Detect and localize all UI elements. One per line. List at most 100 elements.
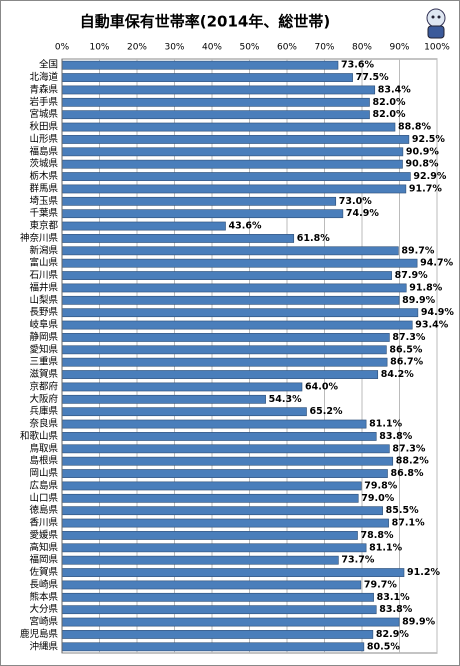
value-label: 87.3% [392,443,425,454]
x-tick-label: 60% [277,43,297,53]
y-tick-label: 茨城県 [29,158,58,170]
bar [61,370,379,379]
value-label: 93.4% [415,320,448,331]
value-label: 61.8% [297,233,330,244]
y-tick-label: 和歌山県 [20,430,59,442]
value-label: 92.9% [413,171,446,182]
y-tick-label: 香川県 [29,518,58,529]
y-tick-label: 宮城県 [29,108,58,120]
bar [61,481,362,491]
y-tick-label: 佐賀県 [29,566,58,578]
y-tick-label: 大阪府 [29,393,58,405]
bar [61,580,362,590]
y-tick-label: 島根県 [29,455,58,467]
value-label: 87.3% [392,332,425,343]
y-tick-label: 高知県 [29,541,58,553]
value-label: 82.9% [376,629,409,640]
value-label: 77.5% [356,72,389,83]
bar [61,172,411,181]
value-label: 92.5% [412,134,445,145]
y-tick-label: 群馬県 [29,182,58,194]
value-label: 91.7% [409,183,442,194]
bar [61,135,410,144]
bar [61,159,403,169]
x-tick-label: 70% [314,43,334,53]
value-label: 73.6% [341,60,374,71]
bar [61,122,396,132]
y-tick-label: 岡山県 [29,468,58,479]
value-label: 88.8% [398,122,431,133]
bar [61,320,413,330]
bar [61,246,399,256]
y-tick-label: 山形県 [29,133,58,145]
x-tick-label: 50% [239,43,259,53]
y-tick-label: 奈良県 [29,418,58,430]
value-label: 87.9% [395,270,428,281]
bar [61,357,388,367]
value-label: 78.8% [361,530,394,541]
bar [61,493,359,503]
bar [61,85,376,95]
y-tick-label: 岐阜県 [29,319,58,331]
y-tick-label: 福岡県 [29,554,58,566]
bar [61,419,367,429]
value-label: 83.4% [378,84,411,95]
y-tick-label: 神奈川県 [20,232,59,244]
y-tick-label: 愛媛県 [29,529,58,541]
bar [61,630,374,639]
bar [61,97,370,107]
bar [61,592,374,602]
x-tick-label: 30% [164,43,184,53]
value-label: 81.1% [369,419,402,430]
y-tick-label: 岩手県 [29,96,58,108]
y-tick-label: 大分県 [29,603,58,615]
y-tick-label: 熊本県 [29,591,58,603]
y-tick-label: 宮崎県 [29,616,58,628]
y-tick-label: 新潟県 [29,244,58,256]
value-label: 88.2% [396,456,429,467]
y-tick-label: 愛知県 [29,343,58,355]
y-tick-label: 福井県 [29,281,58,293]
chart-title: 自動車保有世帯率(2014年、総世帯) [80,13,330,31]
bar [61,147,404,157]
value-label: 91.2% [407,567,440,578]
bar [61,345,387,355]
y-tick-label: 鳥取県 [29,442,58,454]
bar [61,617,400,627]
bar [61,444,390,454]
value-label: 83.1% [377,592,410,603]
bar [61,568,405,577]
value-label: 81.1% [369,542,402,553]
value-label: 82.0% [373,97,406,108]
y-tick-label: 兵庫県 [29,405,58,417]
x-tick-label: 0% [55,43,70,53]
value-label: 74.9% [346,208,379,219]
bar [61,60,339,70]
y-tick-label: 石川県 [29,270,58,281]
bar [61,469,388,478]
value-label: 90.9% [406,146,439,157]
value-label: 54.3% [269,394,302,405]
bar [61,258,418,268]
x-tick-label: 20% [127,43,147,53]
y-tick-label: 沖縄県 [29,640,58,652]
bar [61,271,392,280]
value-label: 80.5% [367,641,400,652]
bar [61,333,390,342]
bar [61,456,394,466]
bar [61,432,377,441]
bar [61,506,383,516]
mascot-icon [426,8,446,39]
value-label: 89.7% [401,245,434,256]
value-label: 84.2% [381,369,414,380]
y-tick-label: 富山県 [29,257,58,269]
y-tick-label: 静岡県 [29,331,58,343]
bar [61,531,358,540]
y-tick-label: 埼玉県 [29,195,58,207]
value-label: 86.5% [389,344,422,355]
value-label: 79.0% [361,493,394,504]
y-tick-label: 広島県 [29,479,58,491]
bar [61,295,400,305]
bar [61,196,337,206]
x-tick-label: 100% [424,43,450,53]
